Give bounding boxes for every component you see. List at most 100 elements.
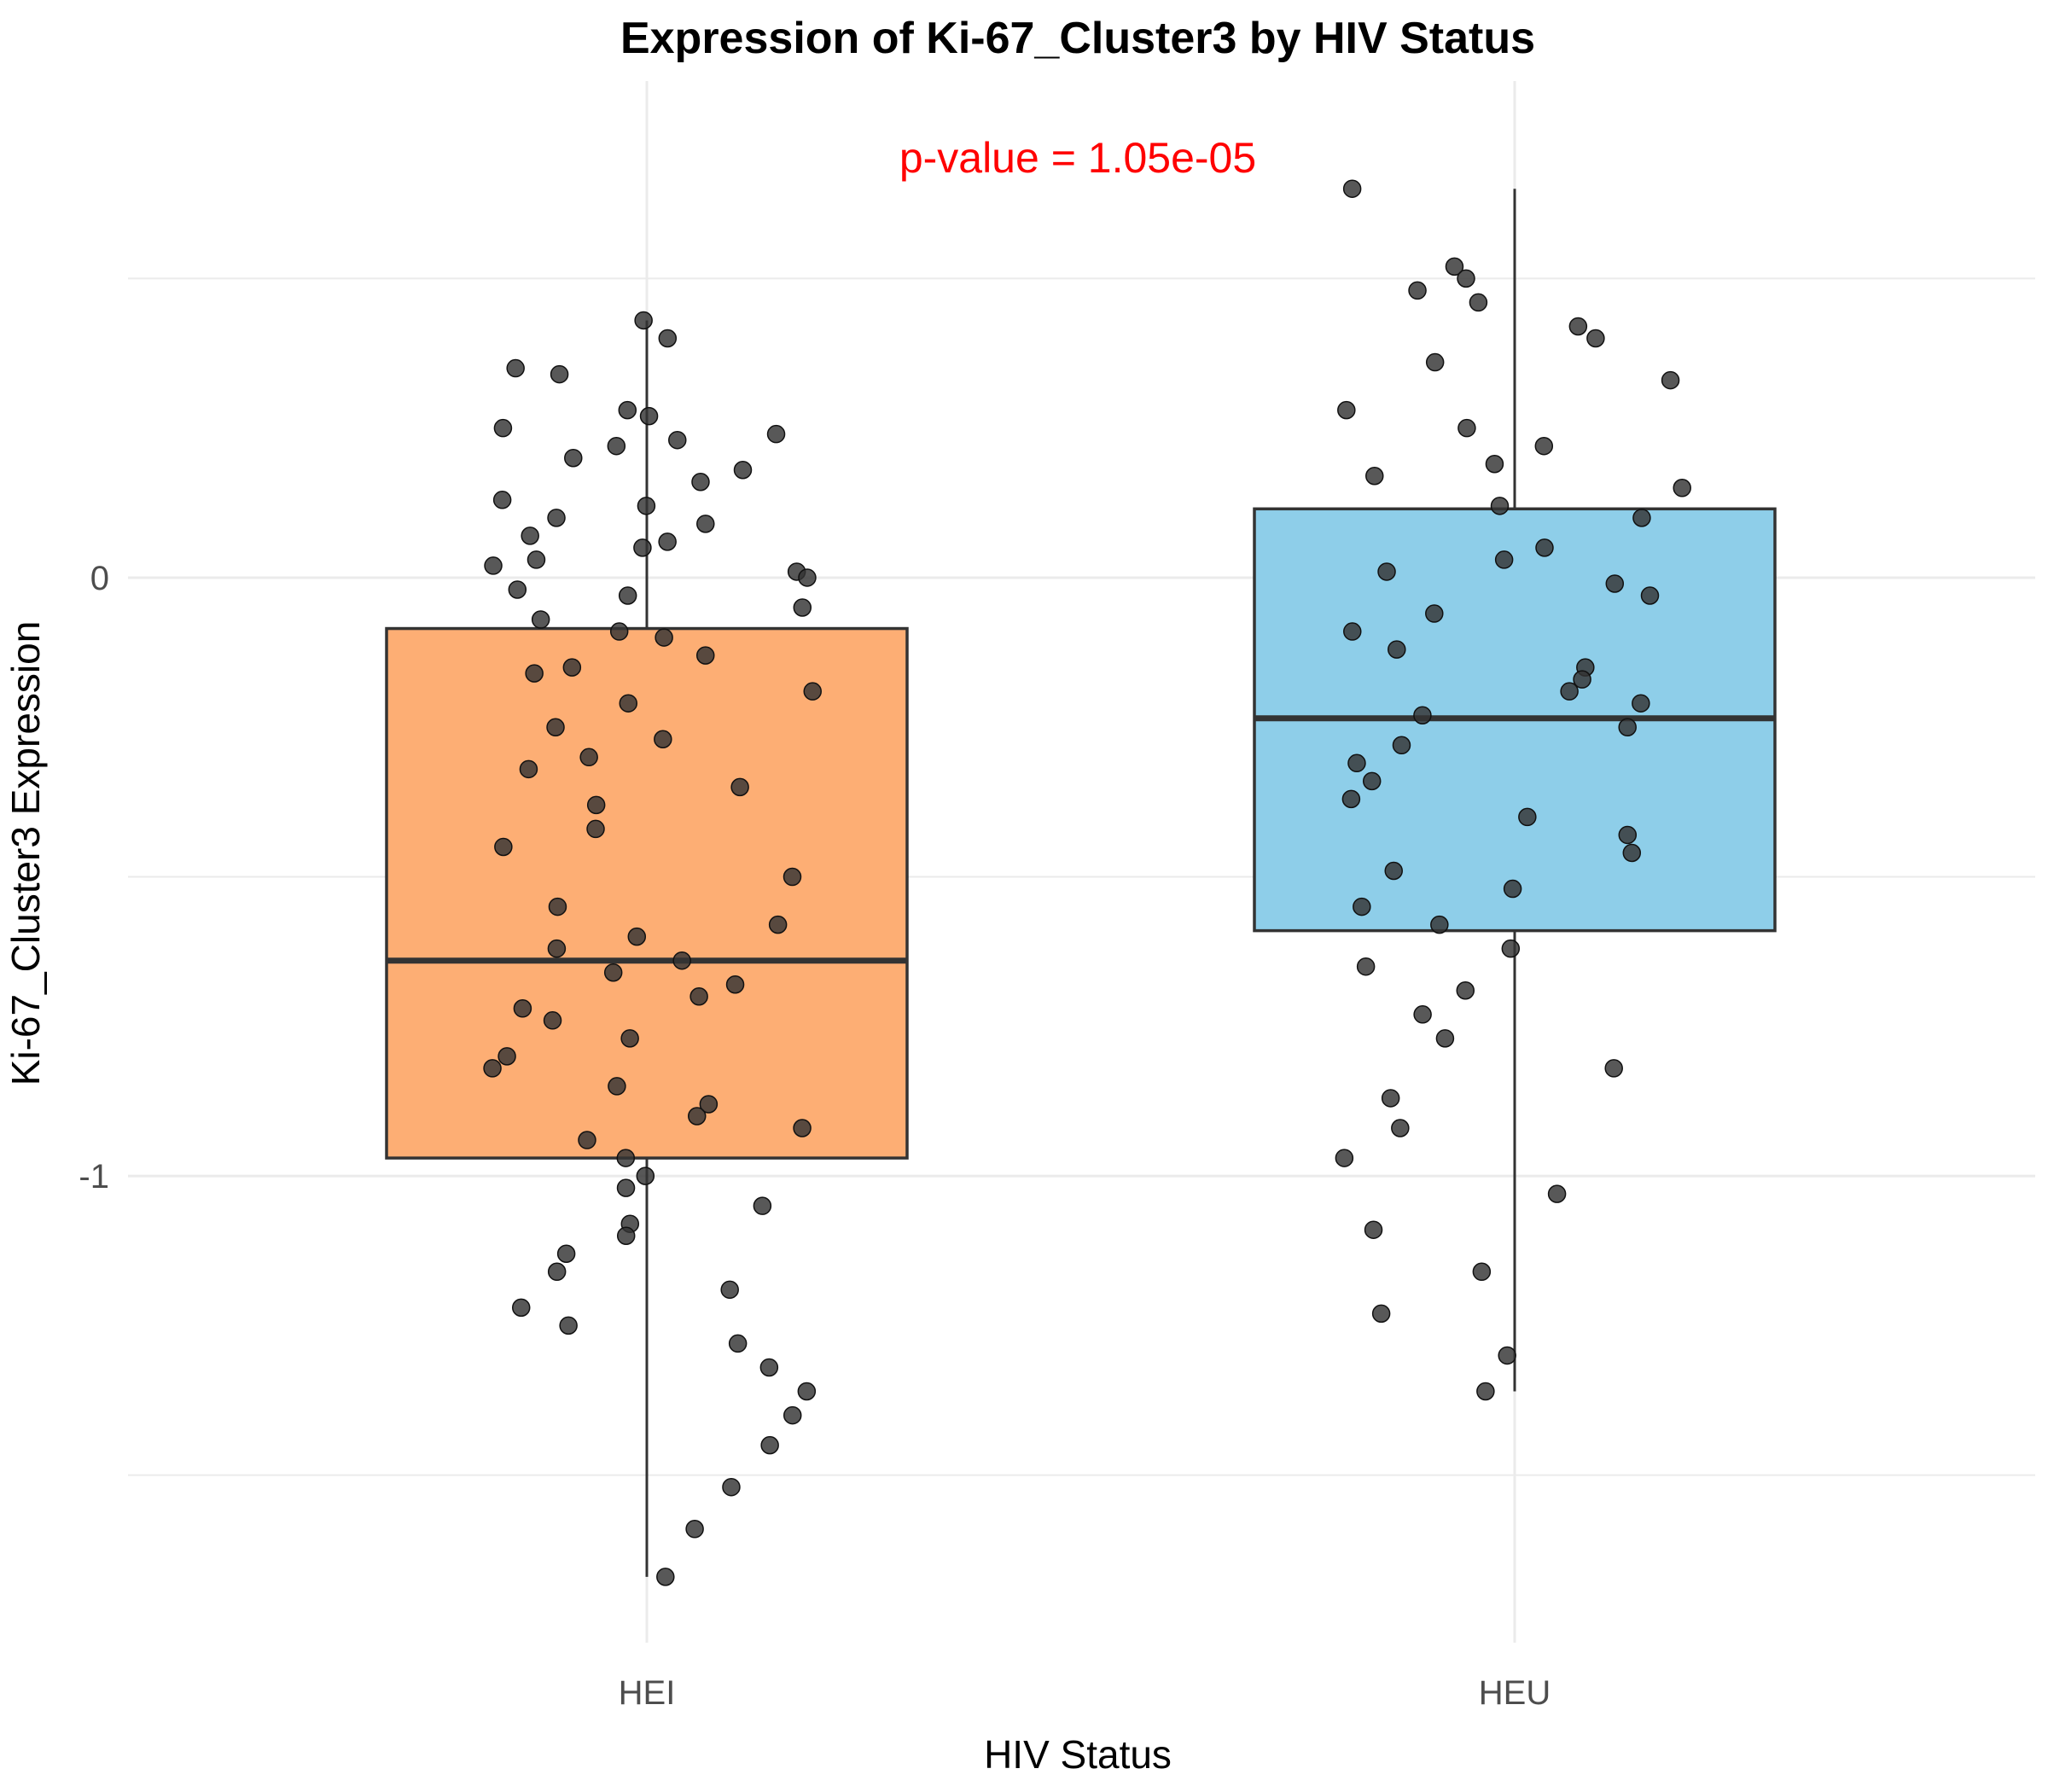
box-hei <box>385 626 909 1160</box>
data-point <box>753 1196 772 1215</box>
data-point <box>803 682 822 701</box>
data-point <box>696 515 715 533</box>
data-point <box>760 1435 779 1455</box>
data-point <box>1476 1382 1495 1401</box>
data-point <box>1356 957 1376 976</box>
data-point <box>1392 736 1411 755</box>
data-point <box>639 406 659 426</box>
data-point <box>608 1077 626 1096</box>
data-point <box>672 951 691 970</box>
data-point <box>1661 370 1680 390</box>
data-point <box>1445 257 1464 276</box>
data-point <box>1573 670 1591 689</box>
data-point <box>548 897 567 916</box>
data-point <box>506 358 525 378</box>
data-point <box>620 1029 639 1048</box>
data-point <box>1457 269 1475 288</box>
data-point <box>1618 825 1638 845</box>
data-point <box>1547 1184 1567 1203</box>
y-axis-title: Ki-67_Cluster3 Expression <box>3 621 48 1086</box>
data-point <box>793 598 812 617</box>
data-point <box>1673 479 1691 497</box>
data-point <box>546 718 565 736</box>
data-point <box>1604 1059 1623 1078</box>
data-point <box>783 867 802 887</box>
data-point <box>616 1178 636 1197</box>
x-tick-label: HEI <box>619 1674 676 1712</box>
data-point <box>556 1244 576 1264</box>
data-point <box>733 460 753 480</box>
data-point <box>633 538 652 557</box>
data-point <box>494 837 513 857</box>
data-point <box>1472 1262 1492 1282</box>
data-point <box>655 628 673 647</box>
data-point <box>1335 1149 1354 1167</box>
data-point <box>578 1131 596 1149</box>
data-point <box>1353 897 1371 916</box>
data-point <box>1494 550 1514 569</box>
data-point <box>586 795 606 815</box>
data-point <box>521 527 539 545</box>
x-tick-label: HEU <box>1479 1674 1551 1712</box>
data-point <box>1413 706 1432 724</box>
data-point <box>783 1405 802 1425</box>
jitter-points <box>483 179 1691 1586</box>
data-point <box>508 580 527 599</box>
data-point <box>519 759 538 779</box>
data-point <box>603 963 623 982</box>
data-point <box>1388 640 1406 659</box>
data-point <box>798 568 817 587</box>
data-point <box>559 1316 578 1335</box>
data-point <box>619 694 638 713</box>
data-point <box>1435 1029 1455 1048</box>
data-point <box>513 999 532 1018</box>
data-point <box>1384 861 1403 881</box>
p-value-annotation: p-value = 1.05e-05 <box>899 134 1256 182</box>
data-point <box>1342 179 1362 198</box>
data-point <box>1456 980 1475 1000</box>
data-point <box>1535 538 1554 557</box>
data-point <box>722 1477 741 1497</box>
data-point <box>725 975 745 994</box>
data-point <box>527 550 546 569</box>
data-point <box>1605 574 1625 593</box>
data-point <box>616 1226 636 1245</box>
y-tick-label: -1 <box>79 1158 109 1196</box>
data-point <box>547 939 567 958</box>
data-point <box>637 497 656 515</box>
data-point <box>1347 753 1366 773</box>
data-point <box>1364 1220 1383 1239</box>
data-point <box>1618 718 1637 736</box>
data-point <box>759 1358 779 1377</box>
data-point <box>1498 1346 1516 1365</box>
data-point <box>1337 400 1356 420</box>
data-point <box>1586 329 1605 348</box>
data-point <box>492 491 512 509</box>
data-point <box>1341 789 1361 809</box>
data-point <box>730 777 749 797</box>
data-point <box>797 1382 817 1401</box>
data-point <box>1377 562 1396 581</box>
data-point <box>1490 497 1510 515</box>
data-point <box>634 311 653 330</box>
data-point <box>668 430 687 450</box>
data-point <box>1485 454 1504 474</box>
data-point <box>1408 281 1427 300</box>
data-point <box>658 532 677 551</box>
data-point <box>483 1059 502 1078</box>
x-axis-title: HIV Status <box>984 1732 1172 1777</box>
data-point <box>607 436 626 456</box>
data-point <box>654 730 672 749</box>
data-point <box>609 622 629 641</box>
tick-labels: HEI HEU 0 -1 <box>79 560 1551 1712</box>
data-point <box>1457 418 1476 438</box>
data-point <box>656 1568 675 1586</box>
data-point <box>658 329 678 348</box>
data-point <box>766 424 786 444</box>
data-point <box>793 1119 812 1137</box>
data-point <box>1503 879 1522 899</box>
data-point <box>685 1520 704 1539</box>
data-point <box>768 915 788 934</box>
data-point <box>1365 467 1384 486</box>
